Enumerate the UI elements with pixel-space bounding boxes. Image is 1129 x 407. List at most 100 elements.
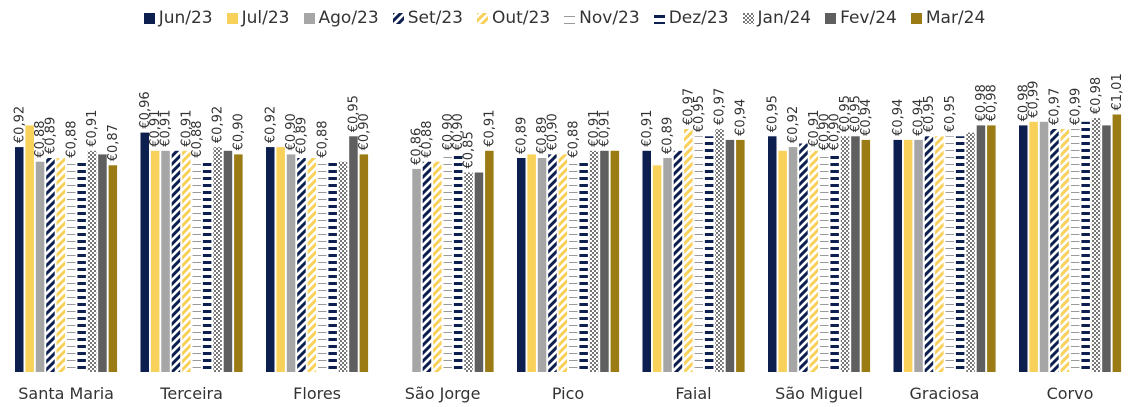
value-label: €0,87 [106, 124, 121, 161]
legend-swatch [392, 12, 404, 24]
legend-item: Set/23 [392, 8, 463, 28]
legend-swatch [476, 12, 488, 24]
bar [266, 147, 275, 372]
value-label: €0,97 [1048, 88, 1063, 125]
value-label: €0,88 [315, 120, 330, 157]
legend-label: Ago/23 [318, 8, 379, 28]
value-label: €0,92 [211, 106, 226, 143]
value-label: €0,90 [441, 113, 456, 150]
bar [192, 161, 201, 372]
bar [150, 150, 160, 372]
bar [318, 161, 327, 372]
value-label: €0,88 [33, 120, 48, 157]
legend-swatch [143, 12, 155, 24]
bar [171, 150, 181, 372]
bar [1081, 121, 1090, 372]
legend-swatch [226, 12, 238, 24]
bar [422, 161, 432, 372]
legend-swatch [825, 12, 837, 24]
bar [140, 132, 149, 372]
bar [223, 150, 233, 372]
bar [820, 154, 829, 372]
value-label: €0,95 [943, 95, 958, 132]
bar [338, 161, 348, 372]
bar [108, 165, 118, 372]
bar [809, 150, 819, 372]
bar [851, 136, 860, 372]
bar [945, 136, 954, 372]
category-label: Graciosa [910, 384, 980, 403]
value-label: €0,89 [514, 117, 529, 154]
value-label: €0,97 [713, 88, 728, 125]
legend-item: Ago/23 [303, 8, 379, 28]
value-label: €0,98 [974, 84, 989, 121]
legend-item: Fev/24 [825, 8, 897, 28]
bar [25, 125, 34, 373]
bar [77, 161, 86, 372]
bar [1112, 114, 1122, 372]
value-label: €0,90 [546, 113, 561, 150]
bar [182, 150, 191, 372]
bar [736, 139, 745, 372]
legend-item: Dez/23 [653, 8, 729, 28]
bar [485, 150, 494, 372]
value-label: €0,91 [482, 110, 497, 147]
value-label: €0,91 [587, 110, 602, 147]
bar [98, 154, 107, 372]
bar [589, 150, 599, 372]
bar [579, 161, 588, 372]
bar [67, 161, 76, 372]
bar [914, 139, 923, 372]
legend-swatch [910, 12, 922, 24]
bar [474, 172, 484, 372]
value-label: €0,94 [891, 99, 906, 136]
bar [537, 158, 547, 372]
bar [1029, 121, 1038, 372]
legend-item: Mar/24 [910, 8, 985, 28]
value-label: €0,91 [159, 110, 174, 147]
value-label: €0,94 [859, 99, 874, 136]
legend-swatch [653, 12, 665, 24]
bar [328, 161, 337, 372]
bar [433, 161, 442, 372]
bar [924, 136, 934, 372]
value-label: €0,98 [1089, 77, 1104, 114]
value-label: €0,92 [12, 106, 27, 143]
bar [673, 150, 683, 372]
bar [286, 154, 296, 372]
bar [935, 136, 944, 372]
value-label: €0,91 [85, 110, 100, 147]
bar [903, 139, 913, 372]
value-label: €0,90 [817, 113, 832, 150]
legend-label: Nov/23 [579, 8, 640, 28]
legend-label: Dez/23 [668, 8, 729, 28]
bar [1039, 121, 1049, 372]
bar [202, 161, 212, 372]
value-label: €0,98 [1016, 84, 1031, 121]
value-label: €0,88 [420, 120, 435, 157]
bar [1019, 125, 1028, 373]
value-label: €0,89 [294, 117, 309, 154]
bar [558, 154, 568, 372]
bar [893, 139, 902, 372]
value-label: €0,91 [598, 110, 613, 147]
value-label: €0,95 [922, 95, 937, 132]
value-label: €0,95 [838, 95, 853, 132]
bar [1060, 129, 1070, 372]
bar [46, 158, 55, 372]
value-label: €0,90 [284, 113, 299, 150]
category-label: Pico [552, 384, 584, 403]
bar [799, 143, 808, 372]
bar [161, 150, 170, 372]
legend-item: Jun/23 [143, 8, 213, 28]
bar [987, 125, 996, 373]
value-label: €0,94 [912, 99, 927, 136]
bar [464, 172, 473, 372]
bar [861, 139, 871, 372]
value-label: €0,91 [148, 110, 163, 147]
value-label: €0,89 [661, 117, 676, 154]
legend-swatch [564, 12, 576, 24]
value-label: €0,89 [44, 117, 59, 154]
category-label: Flores [293, 384, 341, 403]
